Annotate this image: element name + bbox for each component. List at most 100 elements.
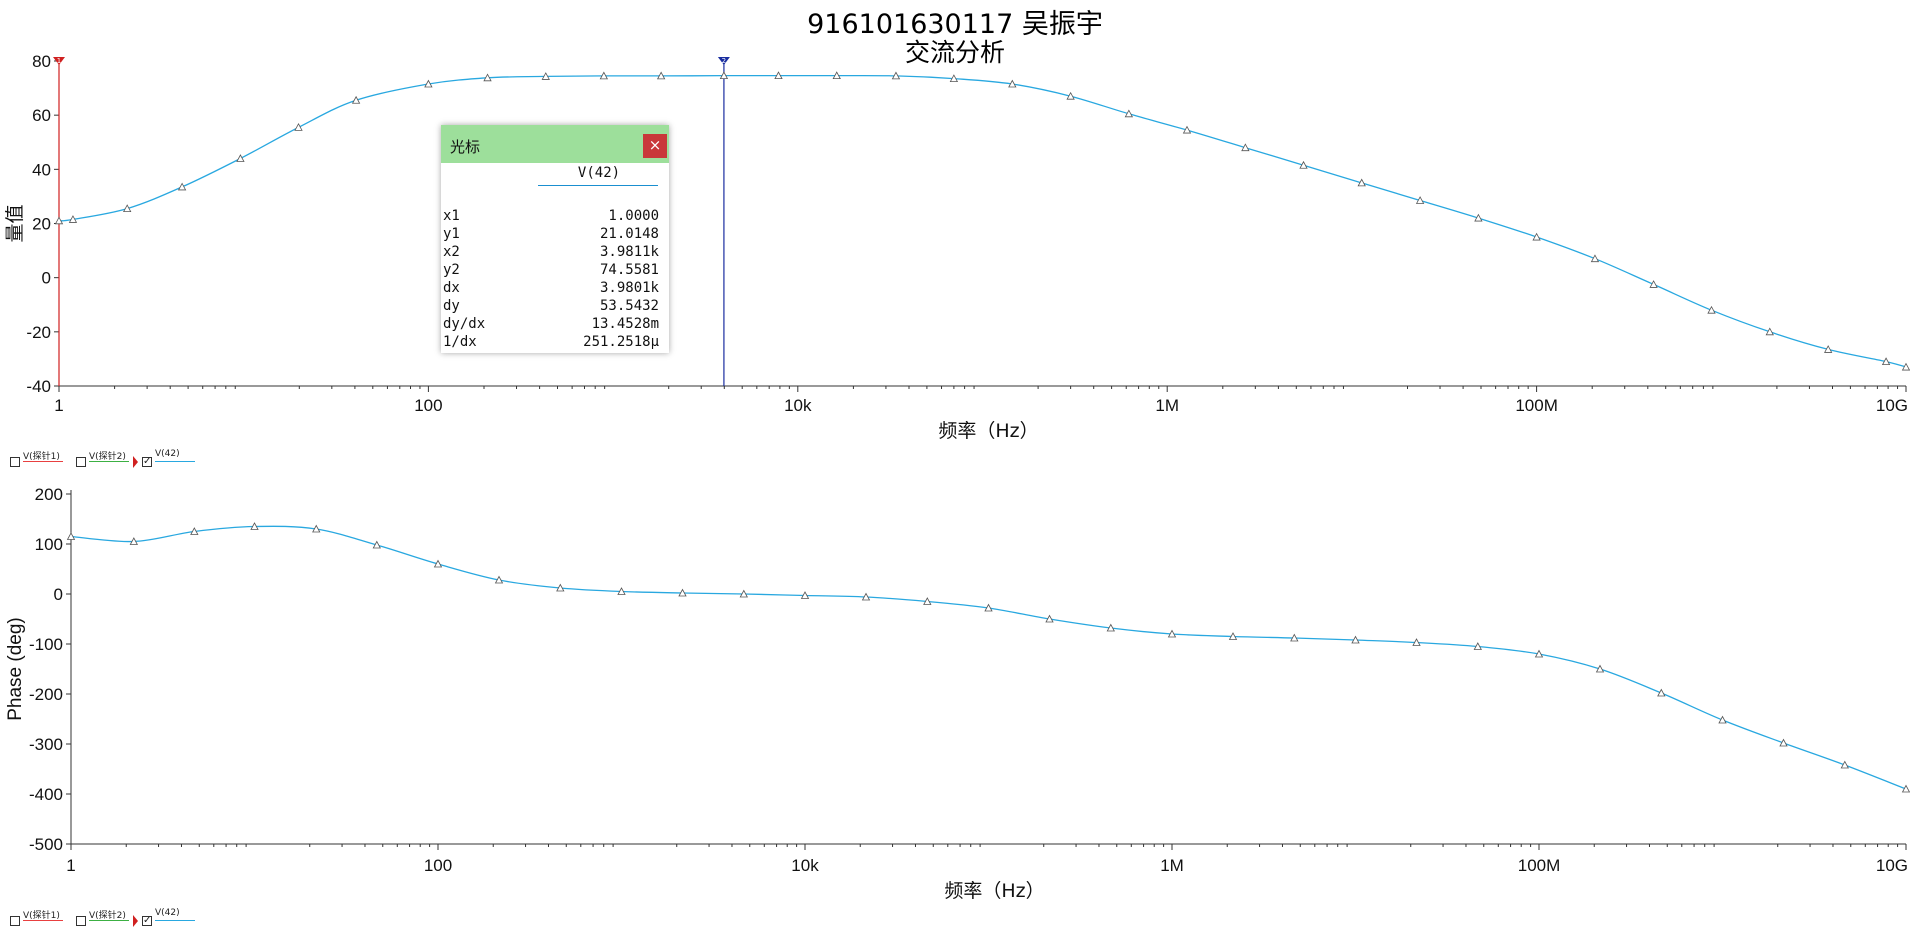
- cursor-flag-icon: [133, 915, 138, 927]
- magnitude-x-tick-label: 100M: [1515, 396, 1558, 415]
- magnitude-y-tick-label: 0: [42, 269, 51, 288]
- close-icon: ×: [648, 136, 662, 154]
- magnitude-y-tick-label: -40: [26, 377, 51, 396]
- magnitude-cursor-1-label: 1: [57, 57, 61, 65]
- phase-data-point: [1779, 738, 1788, 747]
- phase-data-point: [984, 603, 993, 612]
- cursor-row-value: 74.5581: [599, 262, 659, 278]
- magnitude-x-tick-label: 1M: [1155, 396, 1179, 415]
- phase-series-line: [70, 525, 1907, 790]
- phase-data-point: [1534, 649, 1544, 658]
- magnitude-y-tick-label: -20: [26, 323, 51, 342]
- phase-y-axis-label: Phase (deg): [5, 617, 26, 721]
- legend-checkbox-probe2[interactable]: [76, 916, 86, 926]
- close-button[interactable]: ×: [643, 134, 667, 158]
- chart-title: 916101630117 吴振宇: [807, 9, 1103, 40]
- phase-y-tick-label: -200: [29, 685, 63, 704]
- magnitude-data-point: [1299, 160, 1308, 169]
- magnitude-x-tick-label: 10G: [1876, 396, 1908, 415]
- legend-checkbox-probe1[interactable]: [10, 457, 20, 467]
- phase-data-point: [494, 575, 504, 584]
- cursor-window-title: 光标: [450, 138, 481, 156]
- phase-data-point: [861, 592, 871, 601]
- magnitude-y-axis-label: 量值: [4, 204, 26, 242]
- cursor-row-dx: dx 3.9801k: [441, 280, 669, 298]
- legend-checkbox-probe2[interactable]: [76, 457, 86, 467]
- legend-swatch: [89, 920, 129, 921]
- cursor-row-dydx: dy/dx 13.4528m: [441, 316, 669, 334]
- cursor-window[interactable]: 光标 × V(42) x1 1.0000 y1 21.0148 x2 3.9811k …: [441, 125, 669, 353]
- phase-y-tick-label: 0: [54, 585, 63, 604]
- cursor-row-label: dy/dx: [443, 316, 486, 332]
- magnitude-data-point: [236, 154, 245, 162]
- phase-data-point: [250, 522, 259, 530]
- magnitude-data-point: [541, 72, 550, 80]
- legend-swatch: [155, 461, 195, 462]
- cursor-row-label: dx: [443, 280, 460, 296]
- magnitude-data-point: [1532, 232, 1541, 241]
- legend-checkbox-v42[interactable]: ✓: [142, 456, 152, 467]
- phase-x-tick-label: 100M: [1518, 856, 1561, 875]
- phase-x-axis-label: 频率（Hz）: [944, 880, 1044, 902]
- magnitude-y-tick-label: 40: [32, 160, 51, 179]
- cursor-row-inv-dx: 1/dx 251.2518μ: [441, 334, 669, 352]
- phase-data-point: [66, 532, 76, 540]
- legend-label: V(探针1): [23, 911, 60, 921]
- cursor-row-label: y2: [443, 262, 460, 278]
- magnitude-y-tick-label: 80: [32, 52, 51, 71]
- magnitude-data-point: [949, 74, 959, 83]
- phase-data-point: [1473, 642, 1482, 650]
- phase-data-point: [1106, 623, 1115, 632]
- phase-data-point: [739, 589, 748, 598]
- phase-data-point: [1412, 638, 1421, 646]
- phase-data-point: [1595, 664, 1605, 673]
- cursor-row-value: 3.9811k: [599, 244, 659, 260]
- cursor-row-value: 21.0148: [599, 226, 659, 242]
- phase-data-point: [129, 537, 139, 545]
- phase-y-tick-label: -500: [29, 835, 63, 854]
- cursor-row-value: 53.5432: [599, 298, 659, 314]
- magnitude-data-point: [1474, 213, 1483, 222]
- cursor-row-value: 1.0000: [608, 208, 659, 224]
- phase-y-tick-label: 200: [35, 485, 63, 504]
- cursor-row-label: dy: [443, 298, 460, 314]
- magnitude-data-point: [1357, 178, 1366, 187]
- cursor-row-label: x1: [443, 208, 460, 224]
- cursor-row-value: 13.4528m: [591, 316, 659, 332]
- magnitude-data-point: [719, 71, 729, 80]
- phase-y-tick-label: 100: [35, 535, 63, 554]
- magnitude-data-point: [1707, 305, 1716, 314]
- cursor-row-value: 251.2518μ: [583, 334, 659, 350]
- magnitude-data-point: [599, 71, 609, 80]
- cursor-row-value: 3.9801k: [599, 280, 659, 296]
- phase-data-point: [190, 527, 199, 535]
- legend-label: V(探针2): [89, 911, 126, 921]
- phase-data-point: [923, 597, 932, 605]
- phase-x-tick-label: 100: [424, 856, 452, 875]
- phase-data-point: [312, 524, 321, 533]
- phase-data-point: [433, 559, 443, 568]
- cursor-flag-icon: [133, 456, 138, 468]
- legend-checkbox-probe1[interactable]: [10, 916, 20, 926]
- magnitude-data-point: [351, 95, 361, 104]
- magnitude-data-point: [1124, 109, 1134, 118]
- phase-data-point: [1718, 715, 1727, 724]
- legend-label: V(探针2): [89, 452, 126, 462]
- magnitude-data-point: [483, 73, 492, 82]
- phase-x-tick-label: 10G: [1876, 856, 1908, 875]
- cursor-row-label: 1/dx: [443, 334, 477, 350]
- legend-label: V(探针1): [23, 452, 60, 462]
- cursor-row-label: x2: [443, 244, 460, 260]
- magnitude-data-point: [1824, 345, 1833, 353]
- magnitude-data-point: [1066, 91, 1075, 100]
- chart-subtitle: 交流分析: [904, 38, 1005, 67]
- cursor-row-y1: y1 21.0148: [441, 226, 669, 244]
- magnitude-data-point: [774, 71, 783, 80]
- legend-swatch: [23, 920, 63, 921]
- magnitude-data-point: [294, 123, 303, 131]
- cursor-window-header[interactable]: 光标 ×: [441, 125, 669, 163]
- phase-data-point: [1657, 688, 1666, 697]
- legend-swatch: [23, 461, 63, 462]
- legend-checkbox-v42[interactable]: ✓: [142, 915, 152, 926]
